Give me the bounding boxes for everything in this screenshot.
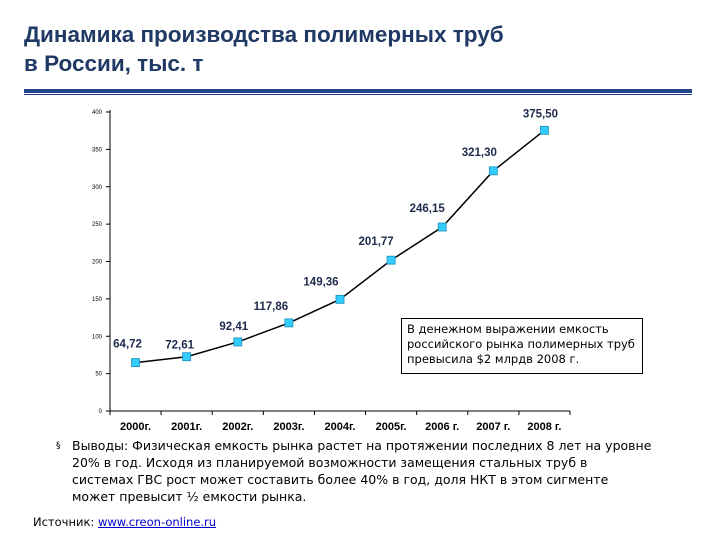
title-line-2: в России, тыс. т bbox=[24, 51, 204, 76]
data-point bbox=[386, 255, 396, 265]
data-point bbox=[540, 125, 549, 135]
source-label: Источник: bbox=[33, 515, 95, 529]
x-tick-label: 2008 г. bbox=[527, 421, 561, 433]
source-link[interactable]: www.creon-online.ru bbox=[97, 515, 217, 529]
data-label: 72,61 bbox=[165, 340, 194, 352]
y-tick-label: 0 bbox=[99, 409, 103, 415]
y-tick-label: 200 bbox=[92, 260, 103, 266]
x-tick-label: 2000г. bbox=[120, 421, 151, 433]
slide-title: Динамика производства полимерных труб в … bbox=[24, 20, 704, 78]
data-point bbox=[233, 337, 243, 347]
data-point bbox=[437, 222, 447, 232]
data-label: 375,50 bbox=[523, 108, 558, 120]
data-label: 246,15 bbox=[410, 203, 446, 215]
data-point bbox=[182, 352, 192, 362]
x-tick-label: 2002г. bbox=[222, 421, 253, 433]
data-point bbox=[488, 166, 498, 176]
title-divider bbox=[24, 89, 692, 93]
x-tick-label: 2003г. bbox=[273, 421, 304, 433]
y-tick-label: 350 bbox=[92, 147, 103, 153]
y-tick-label: 300 bbox=[92, 185, 103, 191]
bullet-icon: § bbox=[56, 441, 61, 451]
x-tick-label: 2001г. bbox=[171, 421, 202, 433]
conclusion-body: Выводы: Физическая емкость рынка растет … bbox=[72, 438, 652, 504]
y-tick-label: 50 bbox=[95, 372, 102, 378]
data-point bbox=[284, 318, 294, 328]
y-tick-label: 250 bbox=[92, 222, 103, 228]
data-label: 64,72 bbox=[113, 339, 142, 351]
title-divider-thin bbox=[24, 94, 692, 95]
y-tick-label: 150 bbox=[92, 297, 103, 303]
callout-box: В денежном выражении емкость российского… bbox=[401, 318, 643, 374]
y-tick-label: 400 bbox=[92, 110, 103, 116]
title-line-1: Динамика производства полимерных труб bbox=[24, 22, 504, 47]
data-point bbox=[335, 294, 345, 304]
y-tick-label: 100 bbox=[92, 334, 103, 340]
x-tick-label: 2004г. bbox=[324, 421, 355, 433]
data-label: 149,36 bbox=[303, 276, 338, 288]
x-tick-label: 2006 г. bbox=[425, 421, 459, 433]
data-label: 92,41 bbox=[219, 321, 248, 333]
data-label: 321,30 bbox=[462, 147, 497, 159]
data-label: 201,77 bbox=[359, 236, 394, 248]
x-tick-label: 2005г. bbox=[376, 421, 407, 433]
source-line: Источник: www.creon-online.ru bbox=[33, 515, 216, 529]
data-point bbox=[131, 358, 140, 368]
x-tick-label: 2007 г. bbox=[476, 421, 510, 433]
conclusion-text: § Выводы: Физическая емкость рынка расте… bbox=[56, 437, 652, 505]
data-label: 117,86 bbox=[254, 301, 289, 313]
